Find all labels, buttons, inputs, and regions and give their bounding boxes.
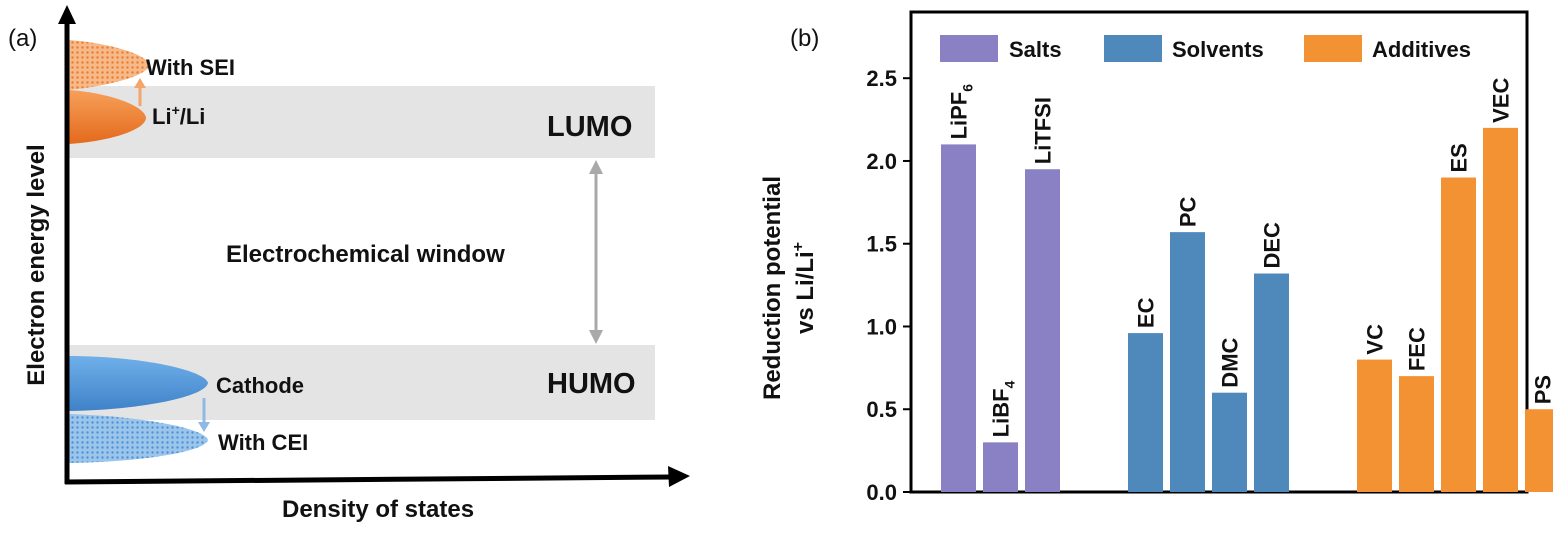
li-lobe [68,90,146,144]
bar [1525,409,1553,492]
sei-shift-arrowhead [134,78,146,88]
with-sei-label: With SEI [146,55,235,80]
bar-label: DEC [1260,222,1285,269]
panel-a: (a) With SEI Li+/Li LUMO Electrochemical… [8,5,690,523]
bar-label: FEC [1405,327,1430,371]
legend-swatch [1304,35,1362,62]
bars [941,127,1553,493]
legend-label: Salts [1009,37,1062,62]
y-tick-label: 1.5 [866,232,897,257]
legend-swatch [1104,35,1162,62]
window-label: Electrochemical window [226,241,505,268]
with-cei-label: With CEI [218,430,308,455]
panel-b-label: (b) [790,25,819,52]
panel-a-y-axis-arrowhead [58,5,76,24]
legend: Salts Solvents Additives [940,35,1471,62]
bar-label: LiBF4 [989,380,1018,437]
y-tick-label: 0.0 [866,480,897,505]
y-ticks: 0.0 0.5 1.0 1.5 2.0 2.5 [866,66,911,505]
bar [1441,177,1476,492]
bar-label: ES [1447,143,1472,172]
cathode-lobe [68,356,208,411]
with-cei-lobe [68,414,208,463]
bar-label: VEC [1489,78,1514,123]
bar [1212,392,1247,492]
window-arrowhead-bottom [589,330,603,344]
li-redox-label: Li+/Li [152,102,205,129]
cei-shift-arrowhead [198,422,210,432]
y-tick-label: 2.0 [866,149,897,174]
window-arrowhead-top [589,160,603,174]
bar-label: EC [1134,297,1159,328]
legend-swatch [940,35,998,62]
lumo-label: LUMO [547,111,632,143]
bar-label: LiTFSI [1031,97,1056,164]
panel-b: (b) Reduction potential vs Li/Li+ 0.0 0.5… [759,10,1553,505]
legend-label: Solvents [1172,37,1264,62]
panel-b-y-axis-label-line1: Reduction potential [759,176,786,400]
lumo-band [68,86,655,158]
bar-label: PS [1531,375,1553,404]
bar [1170,232,1205,492]
bar-label: VC [1363,324,1388,355]
bar [983,442,1018,492]
with-sei-lobe [68,40,150,90]
bar [941,144,976,492]
bar [1483,127,1518,493]
bar-label: DMC [1218,337,1243,387]
panel-a-y-axis-label: Electron energy level [23,144,50,385]
legend-label: Additives [1372,37,1471,62]
panel-a-x-axis [64,474,673,485]
y-tick-label: 0.5 [866,397,897,422]
bar [1399,376,1434,492]
bar [1025,169,1060,492]
y-tick-label: 2.5 [866,66,897,91]
bar-labels: LiPF6 LiBF4 LiTFSI EC PC DMC DEC VC FEC ES VEC PS [947,78,1553,438]
bar-label: LiPF6 [947,84,976,140]
bar [1128,333,1163,492]
panel-b-y-axis-label-line2: vs Li/Li+ [790,242,819,334]
y-tick-label: 1.0 [866,314,897,339]
bar [1357,359,1392,492]
humo-label: HUMO [547,368,636,400]
panel-a-label: (a) [8,25,37,52]
bar-label: PC [1176,196,1201,227]
panel-a-x-axis-arrowhead [668,466,690,487]
bar [1254,273,1289,492]
cathode-label: Cathode [216,373,304,398]
panel-a-x-axis-label: Density of states [282,496,474,523]
